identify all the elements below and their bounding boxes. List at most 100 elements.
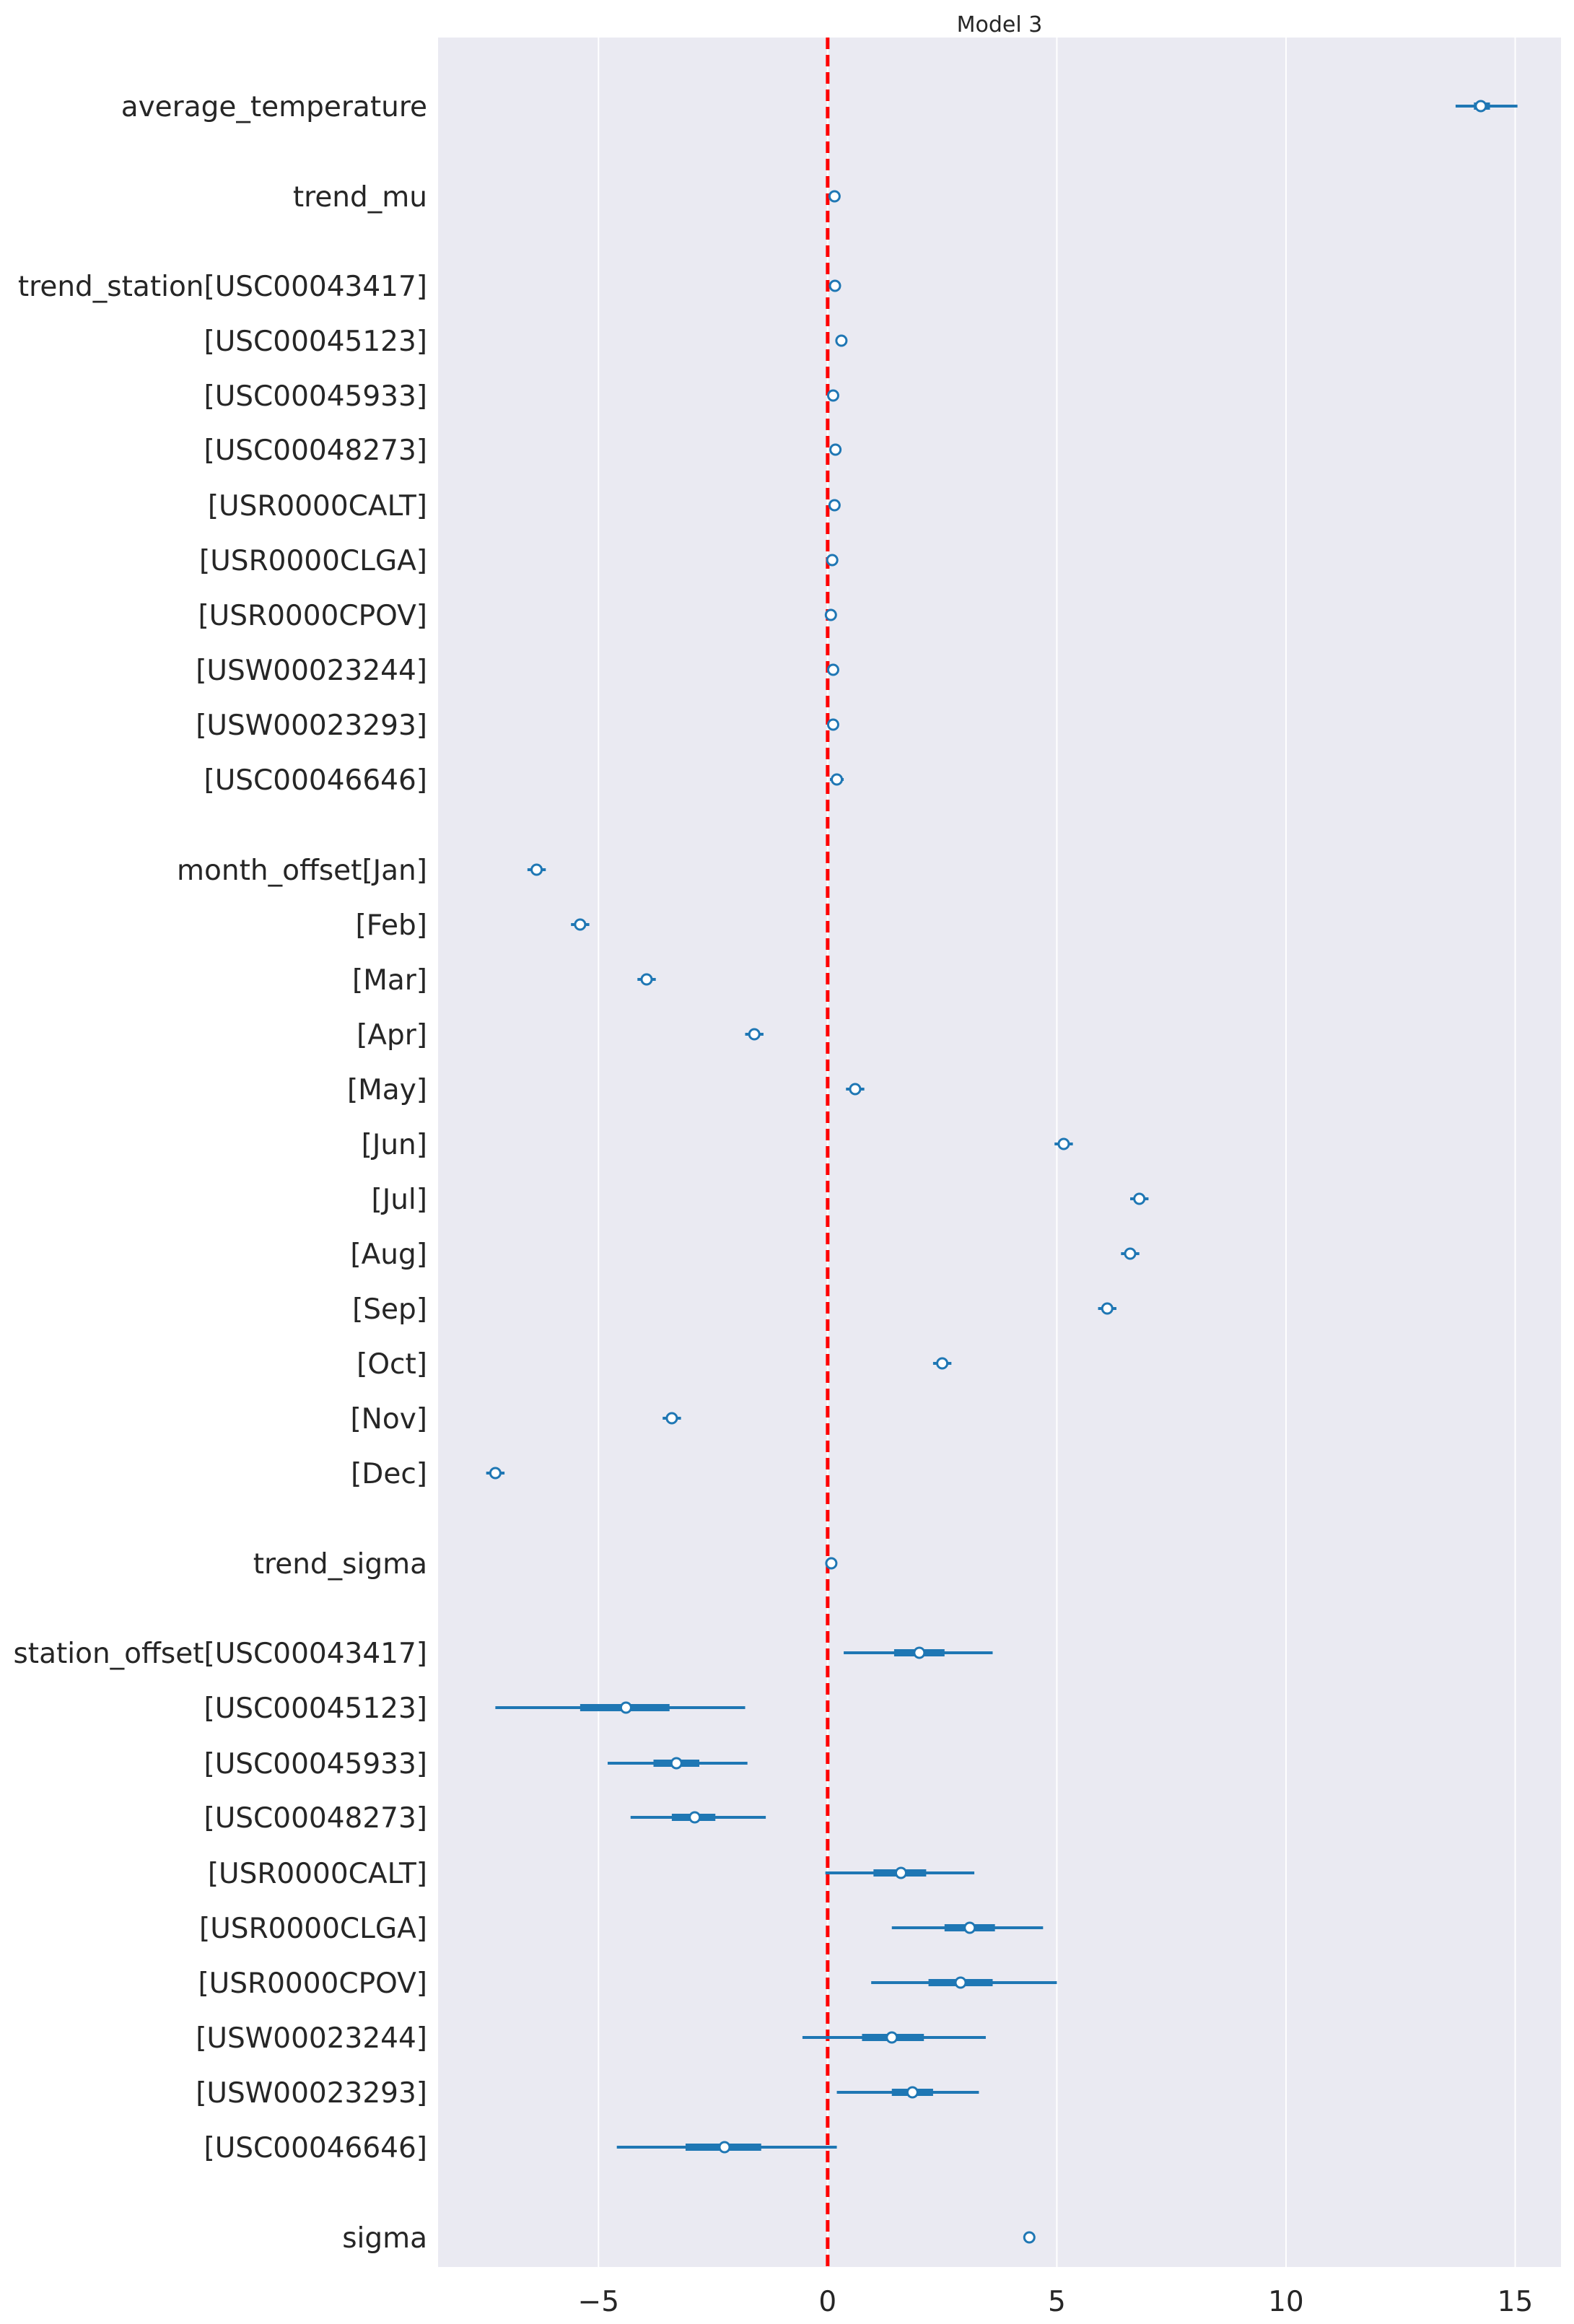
y-tick-label: [USC00045933] bbox=[204, 380, 427, 413]
x-tick-label: 15 bbox=[1498, 2286, 1534, 2318]
y-tick-label: [Aug] bbox=[350, 1239, 427, 1271]
interval-row bbox=[1023, 2231, 1036, 2244]
mean-point bbox=[954, 1976, 967, 1989]
mean-point bbox=[963, 1921, 976, 1934]
y-tick-label: [USR0000CALT] bbox=[208, 1858, 427, 1890]
mean-point bbox=[886, 2031, 899, 2044]
interval-row bbox=[663, 1412, 681, 1425]
mean-point bbox=[665, 1412, 678, 1425]
y-tick-label: station_offset[USC00043417] bbox=[13, 1638, 427, 1670]
mean-point bbox=[748, 1028, 761, 1041]
interval-row bbox=[1121, 1247, 1140, 1260]
y-tick-label: [Jul] bbox=[372, 1184, 428, 1216]
mean-point bbox=[825, 1557, 838, 1570]
mean-point bbox=[574, 918, 587, 931]
y-tick-label: [USC00046646] bbox=[204, 764, 427, 797]
x-tick-label: 5 bbox=[1048, 2286, 1066, 2318]
y-tick-label: trend_sigma bbox=[253, 1548, 427, 1581]
mean-point bbox=[849, 1083, 862, 1096]
interval-row bbox=[828, 279, 841, 292]
y-tick-label: [USC00045123] bbox=[204, 1692, 427, 1725]
mean-point bbox=[670, 1757, 683, 1770]
interval-row bbox=[802, 2031, 986, 2044]
interval-row bbox=[828, 190, 841, 203]
interval-row bbox=[607, 1757, 748, 1770]
interval-row bbox=[836, 2086, 979, 2099]
interval-row bbox=[932, 1357, 952, 1370]
mean-point bbox=[829, 443, 842, 456]
interval-row bbox=[835, 334, 848, 347]
y-tick-label: [USW00023293] bbox=[196, 709, 427, 742]
interval-row bbox=[825, 1557, 838, 1570]
interval-row bbox=[826, 718, 839, 731]
interval-row bbox=[825, 1866, 975, 1879]
chart-title: Model 3 bbox=[957, 12, 1043, 38]
mean-point bbox=[835, 334, 848, 347]
y-tick-label: trend_mu bbox=[293, 181, 427, 214]
interval-row bbox=[571, 918, 590, 931]
y-tick-label: [USW00023244] bbox=[196, 2022, 427, 2055]
interval-row bbox=[637, 973, 656, 986]
mean-point bbox=[826, 554, 839, 567]
mean-point bbox=[906, 2086, 919, 2099]
y-tick-label: [Apr] bbox=[357, 1019, 427, 1052]
mean-point bbox=[936, 1357, 949, 1370]
y-tick-label: [May] bbox=[347, 1074, 427, 1106]
interval-row bbox=[826, 389, 839, 402]
mean-point bbox=[831, 773, 844, 786]
mean-point bbox=[1057, 1137, 1070, 1150]
x-tick-label: 0 bbox=[818, 2286, 836, 2318]
y-tick-label: [USR0000CPOV] bbox=[198, 600, 427, 632]
y-tick-label: month_offset[Jan] bbox=[177, 855, 427, 887]
y-tick-label: [Nov] bbox=[350, 1403, 427, 1436]
mean-point bbox=[826, 718, 839, 731]
mean-point bbox=[824, 608, 837, 621]
x-tick-label: −5 bbox=[578, 2286, 620, 2318]
mean-point bbox=[1474, 100, 1487, 113]
interval-row bbox=[826, 554, 839, 567]
y-tick-label: [USC00045933] bbox=[204, 1748, 427, 1781]
mean-point bbox=[828, 190, 841, 203]
mean-point bbox=[1101, 1302, 1114, 1315]
interval-row bbox=[829, 443, 842, 456]
y-tick-label: [USC00045123] bbox=[204, 326, 427, 358]
y-tick-label: trend_station[USC00043417] bbox=[18, 271, 427, 303]
y-axis-labels: average_temperature trend_mu trend_station… bbox=[13, 91, 427, 2255]
x-axis-ticks: −5 0 5 10 15 bbox=[578, 2286, 1534, 2318]
y-tick-label: [Feb] bbox=[356, 909, 427, 942]
y-tick-label: [USR0000CLGA] bbox=[199, 545, 427, 577]
interval-row bbox=[828, 499, 841, 512]
interval-row bbox=[871, 1976, 1057, 1989]
mean-point bbox=[640, 973, 653, 986]
interval-row bbox=[630, 1811, 766, 1824]
y-tick-label: [USR0000CALT] bbox=[208, 490, 427, 523]
y-tick-label: [Sep] bbox=[352, 1293, 427, 1326]
y-tick-label: [Oct] bbox=[357, 1348, 427, 1381]
interval-row bbox=[616, 2141, 837, 2154]
interval-row bbox=[486, 1467, 505, 1480]
y-tick-label: average_temperature bbox=[121, 91, 427, 123]
interval-row bbox=[1130, 1192, 1149, 1205]
y-tick-label: sigma bbox=[342, 2222, 427, 2255]
x-tick-label: 10 bbox=[1268, 2286, 1304, 2318]
interval-row bbox=[826, 663, 839, 676]
mean-point bbox=[894, 1866, 907, 1879]
interval-row bbox=[1098, 1302, 1116, 1315]
mean-point bbox=[1023, 2231, 1036, 2244]
mean-point bbox=[1133, 1192, 1146, 1205]
interval-row bbox=[830, 773, 844, 786]
mean-point bbox=[828, 279, 841, 292]
mean-point bbox=[828, 499, 841, 512]
y-tick-label: [USW00023293] bbox=[196, 2077, 427, 2110]
y-tick-label: [Mar] bbox=[352, 964, 427, 997]
y-tick-label: [USW00023244] bbox=[196, 655, 427, 687]
interval-row bbox=[824, 608, 837, 621]
interval-row bbox=[891, 1921, 1044, 1934]
y-tick-label: [USC00046646] bbox=[204, 2132, 427, 2164]
mean-point bbox=[826, 389, 839, 402]
y-tick-label: [USC00048273] bbox=[204, 434, 427, 467]
y-tick-label: [Jun] bbox=[362, 1129, 427, 1161]
mean-point bbox=[826, 663, 839, 676]
y-tick-label: [USR0000CPOV] bbox=[198, 1967, 427, 2000]
